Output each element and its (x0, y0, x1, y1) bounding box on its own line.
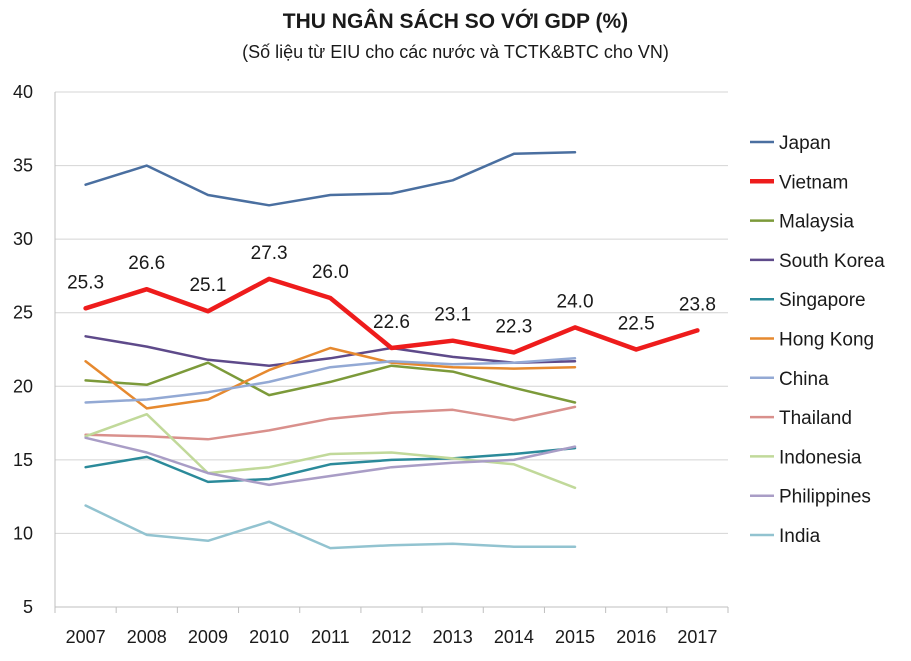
chart-title: THU NGÂN SÁCH SO VỚI GDP (%) (282, 10, 629, 33)
y-tick-label: 35 (13, 156, 33, 176)
y-tick-label: 10 (13, 523, 33, 543)
x-tick-label: 2008 (127, 627, 167, 647)
legend-label-malaysia: Malaysia (779, 212, 854, 233)
y-tick-label: 30 (13, 229, 33, 249)
legend-label-india: India (779, 526, 821, 547)
series-line-indonesia (84, 412, 577, 490)
series-lines (83, 151, 700, 550)
data-label: 25.1 (189, 275, 226, 296)
legend-label-indonesia: Indonesia (779, 447, 862, 468)
legend-label-vietnam: Vietnam (779, 172, 848, 193)
y-tick-label: 20 (13, 376, 33, 396)
data-label: 25.3 (67, 272, 104, 293)
axes: 5 10 15 20 25 30 35 40 2007 2008 2009 2010 2011 2012 2… (13, 82, 729, 647)
chart-subtitle: (Số liệu từ EIU cho các nước và TCTK&BTC… (242, 42, 669, 62)
series-line-india (84, 504, 577, 550)
legend-label-south-korea: South Korea (779, 251, 885, 272)
x-tick-label: 2010 (249, 627, 289, 647)
series-line-hong-kong (84, 346, 577, 410)
legend: Japan Vietnam Malaysia South Korea Singapore… (750, 133, 885, 547)
data-label: 23.8 (679, 294, 716, 315)
series-line-malaysia (84, 361, 577, 404)
x-tick-label: 2013 (433, 627, 473, 647)
y-tick-label: 40 (13, 82, 33, 102)
legend-label-singapore: Singapore (779, 290, 866, 311)
data-label: 22.6 (373, 312, 410, 333)
data-label: 22.5 (618, 314, 655, 335)
x-tick-label: 2016 (616, 627, 656, 647)
legend-label-hong-kong: Hong Kong (779, 330, 874, 351)
y-tick-label: 25 (13, 303, 33, 323)
x-tick-label: 2017 (677, 627, 717, 647)
x-tick-label: 2009 (188, 627, 228, 647)
data-label: 26.6 (128, 253, 165, 274)
data-label: 24.0 (557, 291, 594, 312)
data-label: 26.0 (312, 262, 349, 283)
x-tick-label: 2012 (371, 627, 411, 647)
series-line-south-korea (84, 335, 577, 367)
data-label: 22.3 (495, 316, 532, 337)
legend-label-china: China (779, 369, 829, 390)
series-line-china (84, 357, 577, 404)
x-tick-label: 2007 (66, 627, 106, 647)
legend-label-japan: Japan (779, 133, 831, 154)
data-label: 27.3 (251, 243, 288, 264)
y-tick-label: 15 (13, 450, 33, 470)
series-line-thailand (84, 405, 577, 441)
x-tick-label: 2014 (494, 627, 534, 647)
x-tick-label: 2015 (555, 627, 595, 647)
series-line-vietnam (83, 276, 700, 355)
data-labels: 25.3 26.6 25.1 27.3 26.0 22.6 23.1 22.3 24.0 22.5… (67, 243, 716, 338)
series-line-philippines (84, 436, 577, 487)
data-label: 23.1 (434, 305, 471, 326)
x-tick-label: 2011 (311, 627, 350, 647)
legend-label-philippines: Philippines (779, 487, 871, 508)
y-tick-label: 5 (23, 597, 33, 617)
series-line-japan (84, 151, 577, 207)
legend-label-thailand: Thailand (779, 408, 852, 429)
series-line-singapore (84, 446, 577, 484)
